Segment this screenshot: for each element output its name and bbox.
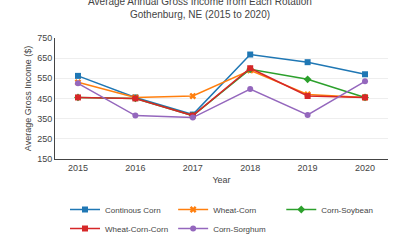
- svg-text:Wheat-Corn: Wheat-Corn: [213, 206, 256, 215]
- svg-text:Year: Year: [212, 175, 230, 185]
- svg-text:2019: 2019: [298, 163, 318, 173]
- svg-text:Wheat-Corn-Corn: Wheat-Corn-Corn: [105, 225, 168, 234]
- svg-text:Corn-Sorghum: Corn-Sorghum: [213, 225, 266, 234]
- svg-text:350: 350: [37, 114, 52, 124]
- svg-text:2016: 2016: [125, 163, 145, 173]
- svg-text:2020: 2020: [355, 163, 375, 173]
- svg-text:Average Annual Gross Income fr: Average Annual Gross Income from Each Ro…: [88, 0, 312, 20]
- svg-text:450: 450: [37, 94, 52, 104]
- svg-text:550: 550: [37, 73, 52, 83]
- svg-text:2015: 2015: [68, 163, 88, 173]
- svg-text:Average Gross Income ($): Average Gross Income ($): [23, 46, 33, 151]
- svg-text:2018: 2018: [240, 163, 260, 173]
- svg-text:250: 250: [37, 134, 52, 144]
- svg-text:750: 750: [37, 33, 52, 43]
- svg-text:2017: 2017: [183, 163, 203, 173]
- svg-text:150: 150: [37, 154, 52, 164]
- svg-text:Continous Corn: Continous Corn: [105, 206, 161, 215]
- svg-text:Corn-Soybean: Corn-Soybean: [321, 206, 373, 215]
- svg-text:650: 650: [37, 53, 52, 63]
